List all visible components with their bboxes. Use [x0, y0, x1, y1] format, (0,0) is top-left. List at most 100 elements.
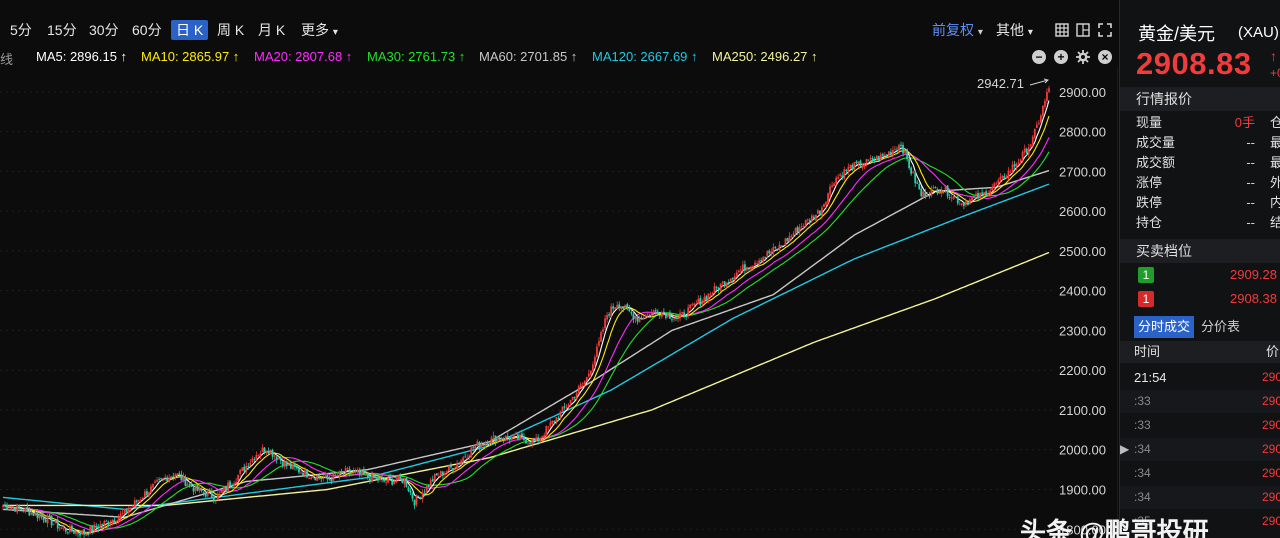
- candle: [391, 476, 394, 486]
- candle: [446, 469, 448, 475]
- grid-layout-icon[interactable]: [1055, 23, 1069, 37]
- other-label: 其他: [996, 22, 1024, 38]
- candle: [101, 523, 104, 527]
- candle: [709, 291, 712, 299]
- candle: [894, 145, 896, 151]
- candle: [237, 474, 240, 482]
- candle: [707, 293, 710, 304]
- tab-price-table[interactable]: 分价表: [1201, 319, 1241, 334]
- time-column-header: 时间: [1134, 344, 1161, 359]
- level-row-bid[interactable]: 1 2908.38: [1120, 288, 1280, 310]
- candle: [387, 476, 390, 484]
- candle: [948, 193, 951, 201]
- candle: [543, 432, 546, 439]
- layout-icon[interactable]: [1076, 23, 1090, 37]
- candle: [133, 497, 136, 508]
- candle: [196, 484, 199, 492]
- candle: [202, 491, 205, 497]
- candle: [928, 191, 931, 199]
- candle: [614, 307, 617, 310]
- candle: [123, 508, 126, 515]
- candle: [620, 306, 623, 313]
- trade-price: 290: [1262, 466, 1280, 480]
- tab-tick-trades[interactable]: 分时成交: [1134, 316, 1195, 338]
- chevron-down-icon: ▾: [977, 27, 983, 38]
- candle: [938, 190, 941, 195]
- candle: [423, 488, 426, 496]
- timeframe-daily[interactable]: 日 K: [171, 20, 209, 40]
- candle: [444, 471, 446, 479]
- candle: [95, 522, 98, 529]
- timeframe-15m[interactable]: 15分: [47, 22, 77, 38]
- quote-label-secondary: 结: [1270, 215, 1280, 230]
- candle: [762, 255, 765, 264]
- candle: [1042, 105, 1044, 119]
- candle: [853, 162, 856, 171]
- candle: [962, 201, 965, 210]
- timeframe-monthly[interactable]: 月 K: [258, 22, 286, 38]
- timeframe-60m[interactable]: 60分: [132, 22, 162, 38]
- candle: [847, 163, 850, 176]
- quote-row: 现量 0手仓: [1120, 113, 1280, 133]
- candle: [348, 466, 351, 477]
- candle: [427, 484, 430, 488]
- settings-icon[interactable]: [1076, 50, 1090, 64]
- y-tick-label: 2400.00: [1059, 284, 1106, 299]
- trade-time: 21:54: [1134, 370, 1167, 385]
- candle: [626, 302, 629, 311]
- close-icon[interactable]: ×: [1098, 50, 1112, 64]
- timeframe-weekly[interactable]: 周 K: [217, 22, 245, 38]
- collapse-handle-icon[interactable]: ▶: [1120, 442, 1130, 456]
- candlestick-chart[interactable]: 2900.00 2800.00 2700.00 2600.00 2500.00 2400.…: [0, 68, 1119, 538]
- high-marker-label: 2942.71: [977, 76, 1024, 91]
- candle: [731, 277, 734, 282]
- candle: [977, 190, 979, 202]
- watermark: 头条 @鹏哥投研: [1020, 517, 1209, 538]
- candle: [967, 201, 969, 206]
- candle: [756, 260, 758, 265]
- last-price: 2908.83: [1136, 46, 1252, 81]
- adjust-dropdown[interactable]: 前复权 ▾: [932, 20, 983, 40]
- candle: [312, 473, 315, 479]
- candle: [474, 445, 477, 449]
- timeframe-5m[interactable]: 5分: [10, 22, 32, 38]
- candle: [608, 311, 611, 318]
- candle: [458, 461, 461, 466]
- candle: [555, 416, 558, 425]
- candle: [326, 474, 329, 484]
- candle: [648, 313, 651, 318]
- timeframe-30m[interactable]: 30分: [89, 22, 119, 38]
- candle: [470, 445, 473, 458]
- candle: [131, 505, 134, 507]
- candle: [551, 420, 554, 427]
- other-dropdown[interactable]: 其他 ▾: [996, 20, 1033, 40]
- minus-icon[interactable]: −: [1032, 50, 1046, 64]
- candle: [814, 214, 817, 223]
- more-menu[interactable]: 更多 ▾: [301, 20, 338, 40]
- candle: [231, 483, 233, 489]
- fullscreen-icon[interactable]: [1098, 23, 1112, 37]
- candle: [585, 376, 588, 382]
- candle: [987, 190, 990, 197]
- candle: [119, 510, 122, 522]
- ma20-line: [2, 137, 1050, 532]
- candle: [64, 528, 67, 535]
- candle: [502, 436, 505, 444]
- ma5-value: MA5: 2896.15 ↑: [36, 49, 128, 64]
- candle: [28, 507, 31, 517]
- trade-table-header: 时间 价: [1120, 341, 1280, 363]
- candle: [210, 487, 213, 498]
- candle: [97, 523, 100, 533]
- quote-label: 涨停: [1136, 175, 1163, 190]
- plus-icon[interactable]: +: [1054, 50, 1068, 64]
- candle: [525, 437, 527, 444]
- level-row-ask[interactable]: 1 2909.28: [1120, 264, 1280, 286]
- candle: [904, 149, 906, 156]
- candle: [559, 410, 562, 421]
- candle: [1033, 128, 1036, 140]
- candle: [705, 295, 708, 302]
- candle: [257, 454, 260, 457]
- candle: [371, 471, 373, 483]
- quote-row: 成交量 -- 最: [1120, 133, 1280, 153]
- candle: [166, 475, 169, 482]
